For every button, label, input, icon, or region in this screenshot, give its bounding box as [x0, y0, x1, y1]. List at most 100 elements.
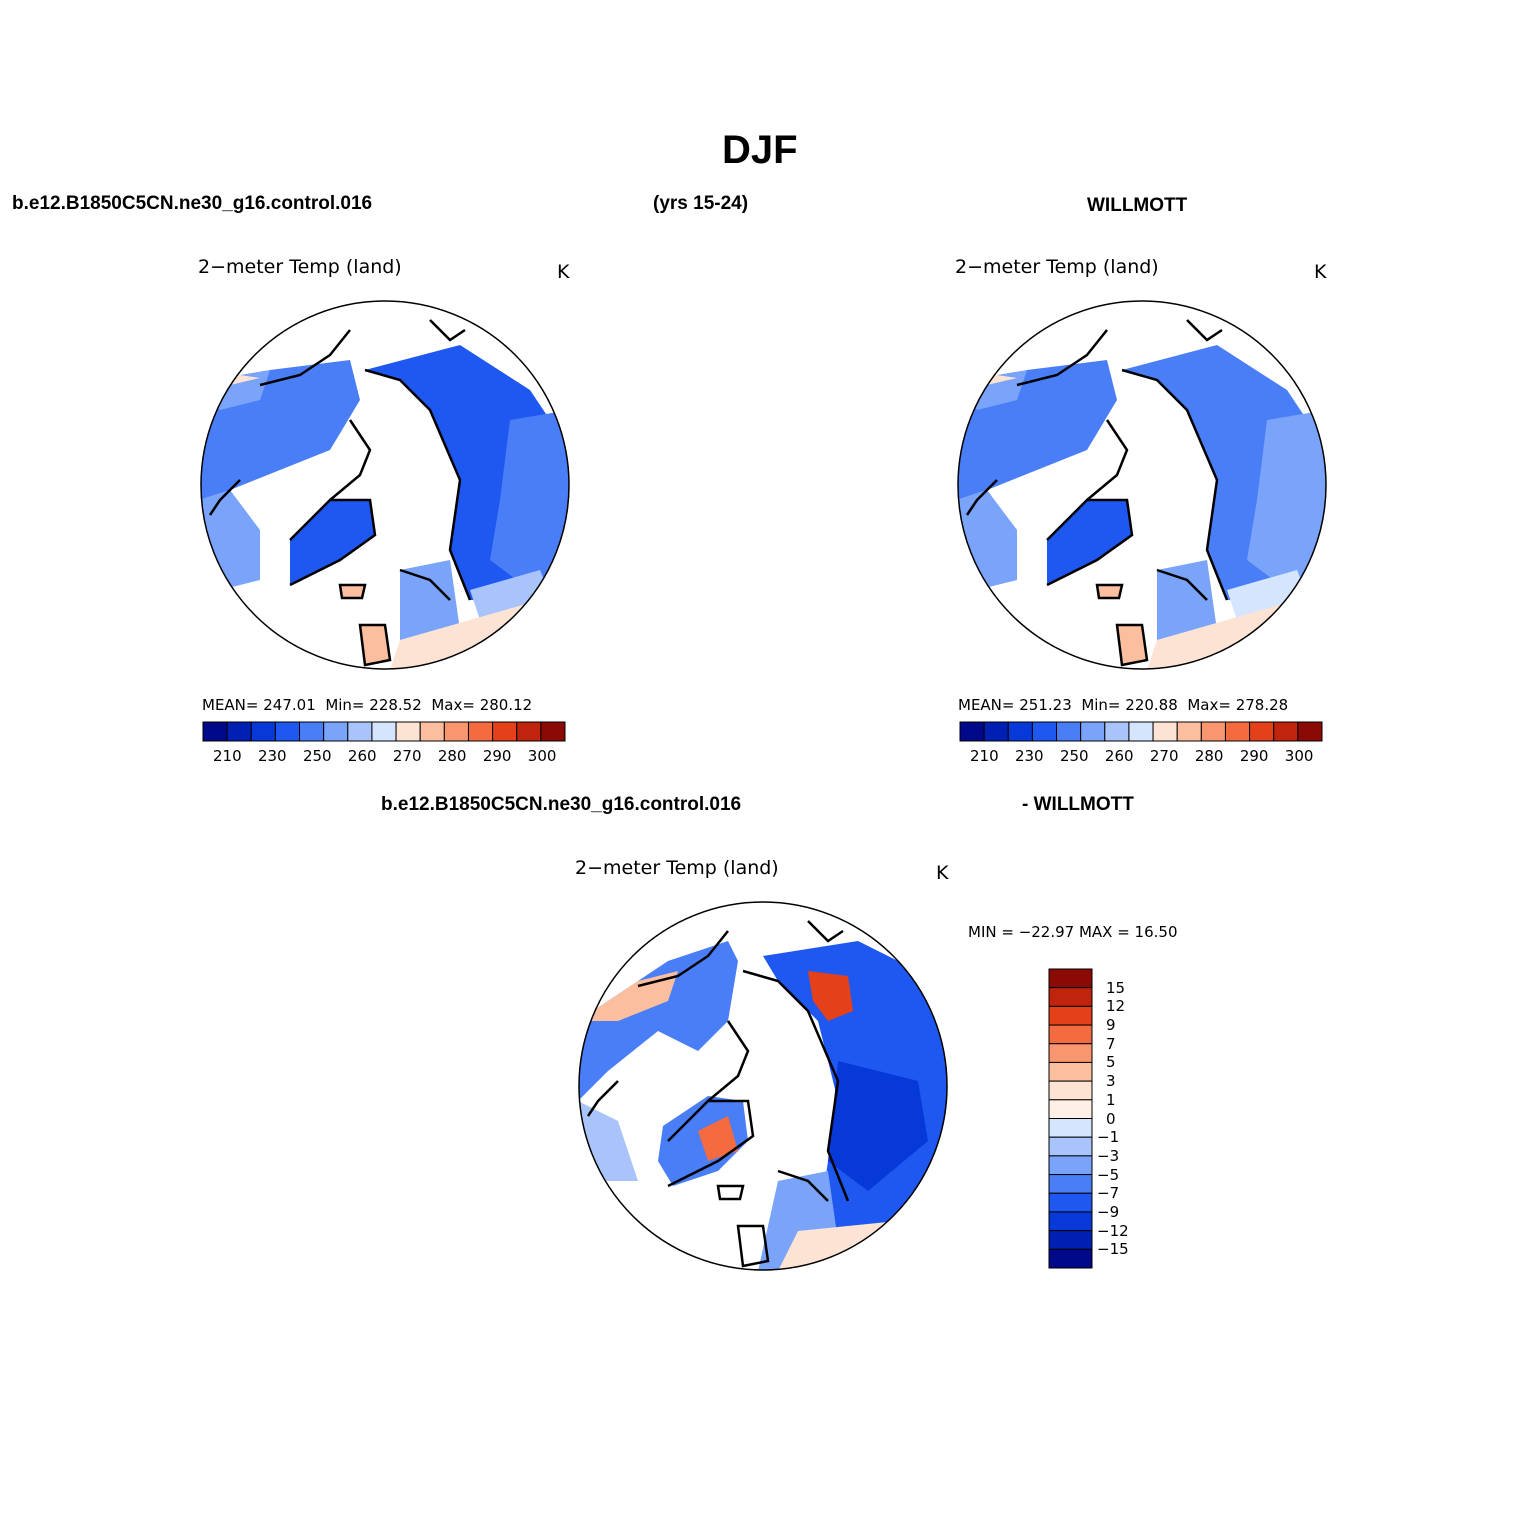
case-name-header: b.e12.B1850C5CN.ne30_g16.control.016 [12, 193, 373, 214]
coastline [329, 419, 372, 501]
colorbar-swatch [1056, 721, 1082, 742]
coastline [1016, 329, 1108, 387]
colorbar-tick-label: 230 [257, 747, 287, 765]
colorbar-swatch [1048, 1248, 1093, 1269]
colorbar-tick-label: 12 [1106, 997, 1126, 1016]
coastline [1186, 319, 1223, 342]
diff-colorbar [1048, 968, 1093, 1269]
colorbar-tick-label: −7 [1097, 1184, 1120, 1203]
diff-minmax: MIN = −22.97 MAX = 16.50 [968, 923, 1178, 941]
diff-obs-name-header: - WILLMOTT [1022, 794, 1134, 815]
colorbar-swatch [274, 721, 301, 742]
colorbar-swatch [443, 721, 469, 742]
colorbar-swatch [540, 721, 566, 742]
colorbar-swatch [347, 721, 373, 742]
obs-polar-map [957, 300, 1327, 670]
coastline [777, 1169, 829, 1202]
colorbar-swatch [959, 721, 985, 742]
coastline [807, 920, 844, 943]
coastline [289, 498, 377, 587]
colorbar-tick-label: 270 [392, 747, 422, 765]
colorbar-tick-label: 280 [1194, 747, 1224, 765]
colorbar-tick-label: 270 [1149, 747, 1179, 765]
model-polar-map [200, 300, 570, 670]
model-min-value: 228.52 [369, 696, 422, 714]
obs-min-label: Min= [1081, 696, 1121, 714]
colorbar-tick-label: 9 [1106, 1016, 1116, 1035]
coastline [1086, 419, 1129, 501]
colorbar-swatch [1048, 1061, 1093, 1082]
greenland [1047, 500, 1132, 585]
coastline [338, 583, 367, 600]
figure-title: DJF [722, 128, 798, 172]
coastline [586, 1080, 619, 1117]
coastline [637, 930, 729, 988]
model-colorbar-ticks: 210 230 250 260 270 280 290 300 [203, 747, 565, 767]
colorbar-swatch [1048, 1099, 1093, 1119]
coastline [736, 1224, 770, 1268]
colorbar-tick-label: −3 [1097, 1146, 1120, 1165]
obs-panel-title: 2−meter Temp (land) [955, 256, 1159, 278]
siberia-warm-anomaly [808, 971, 853, 1021]
colorbar-tick-label: 210 [970, 747, 999, 765]
colorbar-tick-label: 290 [482, 747, 512, 765]
model-min-label: Min= [325, 696, 365, 714]
coastline [1115, 623, 1149, 667]
colorbar-swatch [1176, 721, 1202, 742]
obs-max-label: Max= [1187, 696, 1231, 714]
coastline [1095, 583, 1124, 600]
diff-panel-units: K [936, 862, 949, 884]
diff-polar-map [578, 901, 948, 1271]
obs-stats: MEAN= 251.23 Min= 220.88 Max= 278.28 [958, 696, 1288, 714]
colorbar-swatch [1031, 721, 1058, 742]
colorbar-tick-label: 7 [1106, 1034, 1116, 1053]
coastline [364, 368, 472, 601]
colorbar-swatch [1048, 1174, 1093, 1194]
model-stats: MEAN= 247.01 Min= 228.52 Max= 280.12 [202, 696, 532, 714]
model-panel-units: K [557, 261, 570, 283]
colorbar-swatch [1048, 968, 1093, 989]
colorbar-tick-label: 5 [1106, 1053, 1116, 1072]
colorbar-tick-label: 3 [1106, 1072, 1116, 1091]
greenland [290, 500, 375, 585]
coastline [667, 1099, 755, 1188]
colorbar-swatch [492, 721, 518, 742]
obs-colorbar-ticks: 210 230 250 260 270 280 290 300 [960, 747, 1322, 767]
greenland-warm-anomaly [698, 1116, 738, 1161]
colorbar-tick-label: 290 [1239, 747, 1269, 765]
british-isles [1117, 625, 1147, 665]
colorbar-tick-label: −15 [1097, 1240, 1129, 1259]
coastline [358, 623, 392, 667]
colorbar-swatch [1273, 721, 1299, 742]
colorbar-swatch [1007, 721, 1033, 742]
coastline [429, 319, 466, 342]
years-header: (yrs 15-24) [653, 193, 749, 214]
colorbar-swatch [1249, 721, 1275, 742]
colorbar-swatch [1048, 1080, 1093, 1101]
colorbar-tick-label: 260 [1104, 747, 1134, 765]
colorbar-swatch [1048, 987, 1093, 1007]
coastline [1156, 568, 1208, 601]
colorbar-swatch [1200, 721, 1226, 742]
colorbar-tick-label: 1 [1106, 1090, 1116, 1109]
colorbar-tick-label: −9 [1097, 1202, 1120, 1221]
colorbar-swatch [395, 721, 421, 742]
colorbar-swatch [1048, 1043, 1093, 1063]
colorbar-swatch [1048, 1005, 1093, 1026]
colorbar-tick-label: 280 [437, 747, 467, 765]
colorbar-tick-label: 210 [213, 747, 242, 765]
model-colorbar [202, 721, 566, 742]
iceland [340, 585, 365, 598]
eurasia-cold-core [828, 1061, 928, 1191]
colorbar-swatch [1048, 1136, 1093, 1157]
diff-case-name-header: b.e12.B1850C5CN.ne30_g16.control.016 [381, 794, 742, 815]
diff-panel-title: 2−meter Temp (land) [575, 857, 779, 879]
coastline [1121, 368, 1229, 601]
coastline [259, 329, 351, 387]
colorbar-tick-label: 300 [1284, 747, 1314, 765]
obs-colorbar [959, 721, 1323, 742]
colorbar-swatch [419, 721, 445, 742]
colorbar-tick-label: 0 [1106, 1109, 1116, 1128]
colorbar-swatch [1152, 721, 1178, 742]
colorbar-tick-label: −1 [1097, 1128, 1120, 1147]
